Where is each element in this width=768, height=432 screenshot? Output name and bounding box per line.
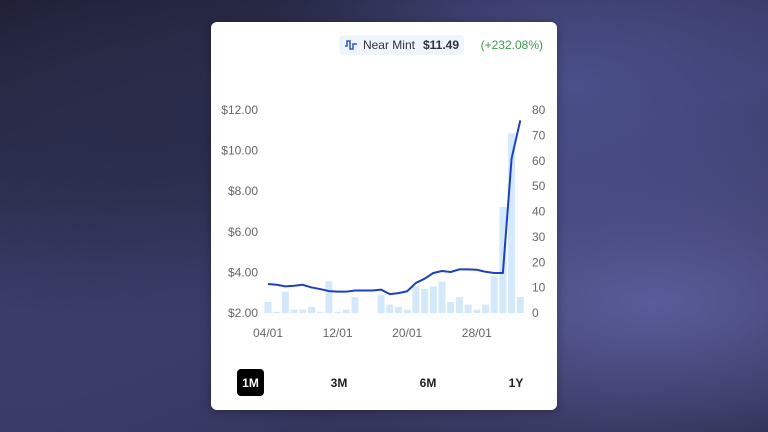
range-button-1m[interactable]: 1M xyxy=(237,369,264,396)
x-axis-tick: 28/01 xyxy=(462,326,492,340)
volume-bar xyxy=(351,297,359,313)
right-axis-tick: 80 xyxy=(532,103,546,117)
volume-bar xyxy=(316,311,324,313)
left-axis-tick: $10.00 xyxy=(221,144,258,158)
volume-bar xyxy=(377,294,385,313)
volume-bar xyxy=(438,281,446,313)
right-axis-tick: 70 xyxy=(532,128,546,142)
left-axis-tick: $2.00 xyxy=(228,306,258,320)
right-axis-tick: 20 xyxy=(532,255,546,269)
condition-label: Near Mint xyxy=(362,38,415,52)
volume-bar xyxy=(429,286,437,313)
range-button-3m[interactable]: 3M xyxy=(330,375,348,390)
price-history-card: Near Mint $11.49 (+232.08%) $2.00 $4.00 $6… xyxy=(211,22,557,410)
range-button-6m[interactable]: 6M xyxy=(419,375,437,390)
volume-bar xyxy=(412,286,420,313)
volume-bar xyxy=(447,302,455,313)
condition-badge: Near Mint $11.49 xyxy=(338,35,464,55)
volume-bar xyxy=(508,133,516,313)
volume-bar xyxy=(473,309,481,313)
x-axis-tick: 12/01 xyxy=(323,326,353,340)
right-axis-tick: 10 xyxy=(532,281,546,295)
right-axis-tick: 60 xyxy=(532,154,546,168)
current-price: $11.49 xyxy=(422,38,459,52)
volume-bar xyxy=(464,304,472,313)
range-button-1y[interactable]: 1Y xyxy=(508,375,524,390)
volume-bar xyxy=(325,281,333,313)
volume-bar xyxy=(455,297,463,313)
price-change: (+232.08%) xyxy=(480,38,543,52)
volume-bar xyxy=(482,304,489,313)
volume-bar xyxy=(273,311,281,313)
right-axis-tick: 30 xyxy=(532,230,546,244)
volume-bar xyxy=(490,276,498,313)
volume-bar xyxy=(342,309,350,313)
price-line xyxy=(267,120,522,296)
left-axis-tick: $4.00 xyxy=(228,265,258,279)
x-axis-tick: 04/01 xyxy=(253,326,283,340)
volume-bar xyxy=(264,302,272,313)
volume-bar xyxy=(516,297,524,313)
volume-bar xyxy=(308,306,315,313)
volume-bar xyxy=(421,288,429,313)
price-chart: $2.00 $4.00 $6.00 $8.00 $10.00 $12.00 0 10 20 30… xyxy=(221,103,546,340)
x-axis-tick: 20/01 xyxy=(392,326,422,340)
left-axis-tick: $6.00 xyxy=(228,225,258,239)
right-axis-tick: 40 xyxy=(532,205,546,219)
line-chart-icon xyxy=(344,40,357,50)
volume-bar xyxy=(386,304,394,313)
right-axis-tick: 50 xyxy=(532,179,546,193)
right-axis-tick: 0 xyxy=(532,306,539,320)
volume-bar xyxy=(395,306,402,313)
volume-bar xyxy=(290,309,298,313)
volume-bar xyxy=(281,291,289,313)
volume-bar xyxy=(403,309,411,313)
volume-bar xyxy=(299,309,307,313)
volume-bar xyxy=(334,311,342,313)
left-axis-tick: $8.00 xyxy=(228,184,258,198)
left-axis-tick: $12.00 xyxy=(221,103,258,117)
